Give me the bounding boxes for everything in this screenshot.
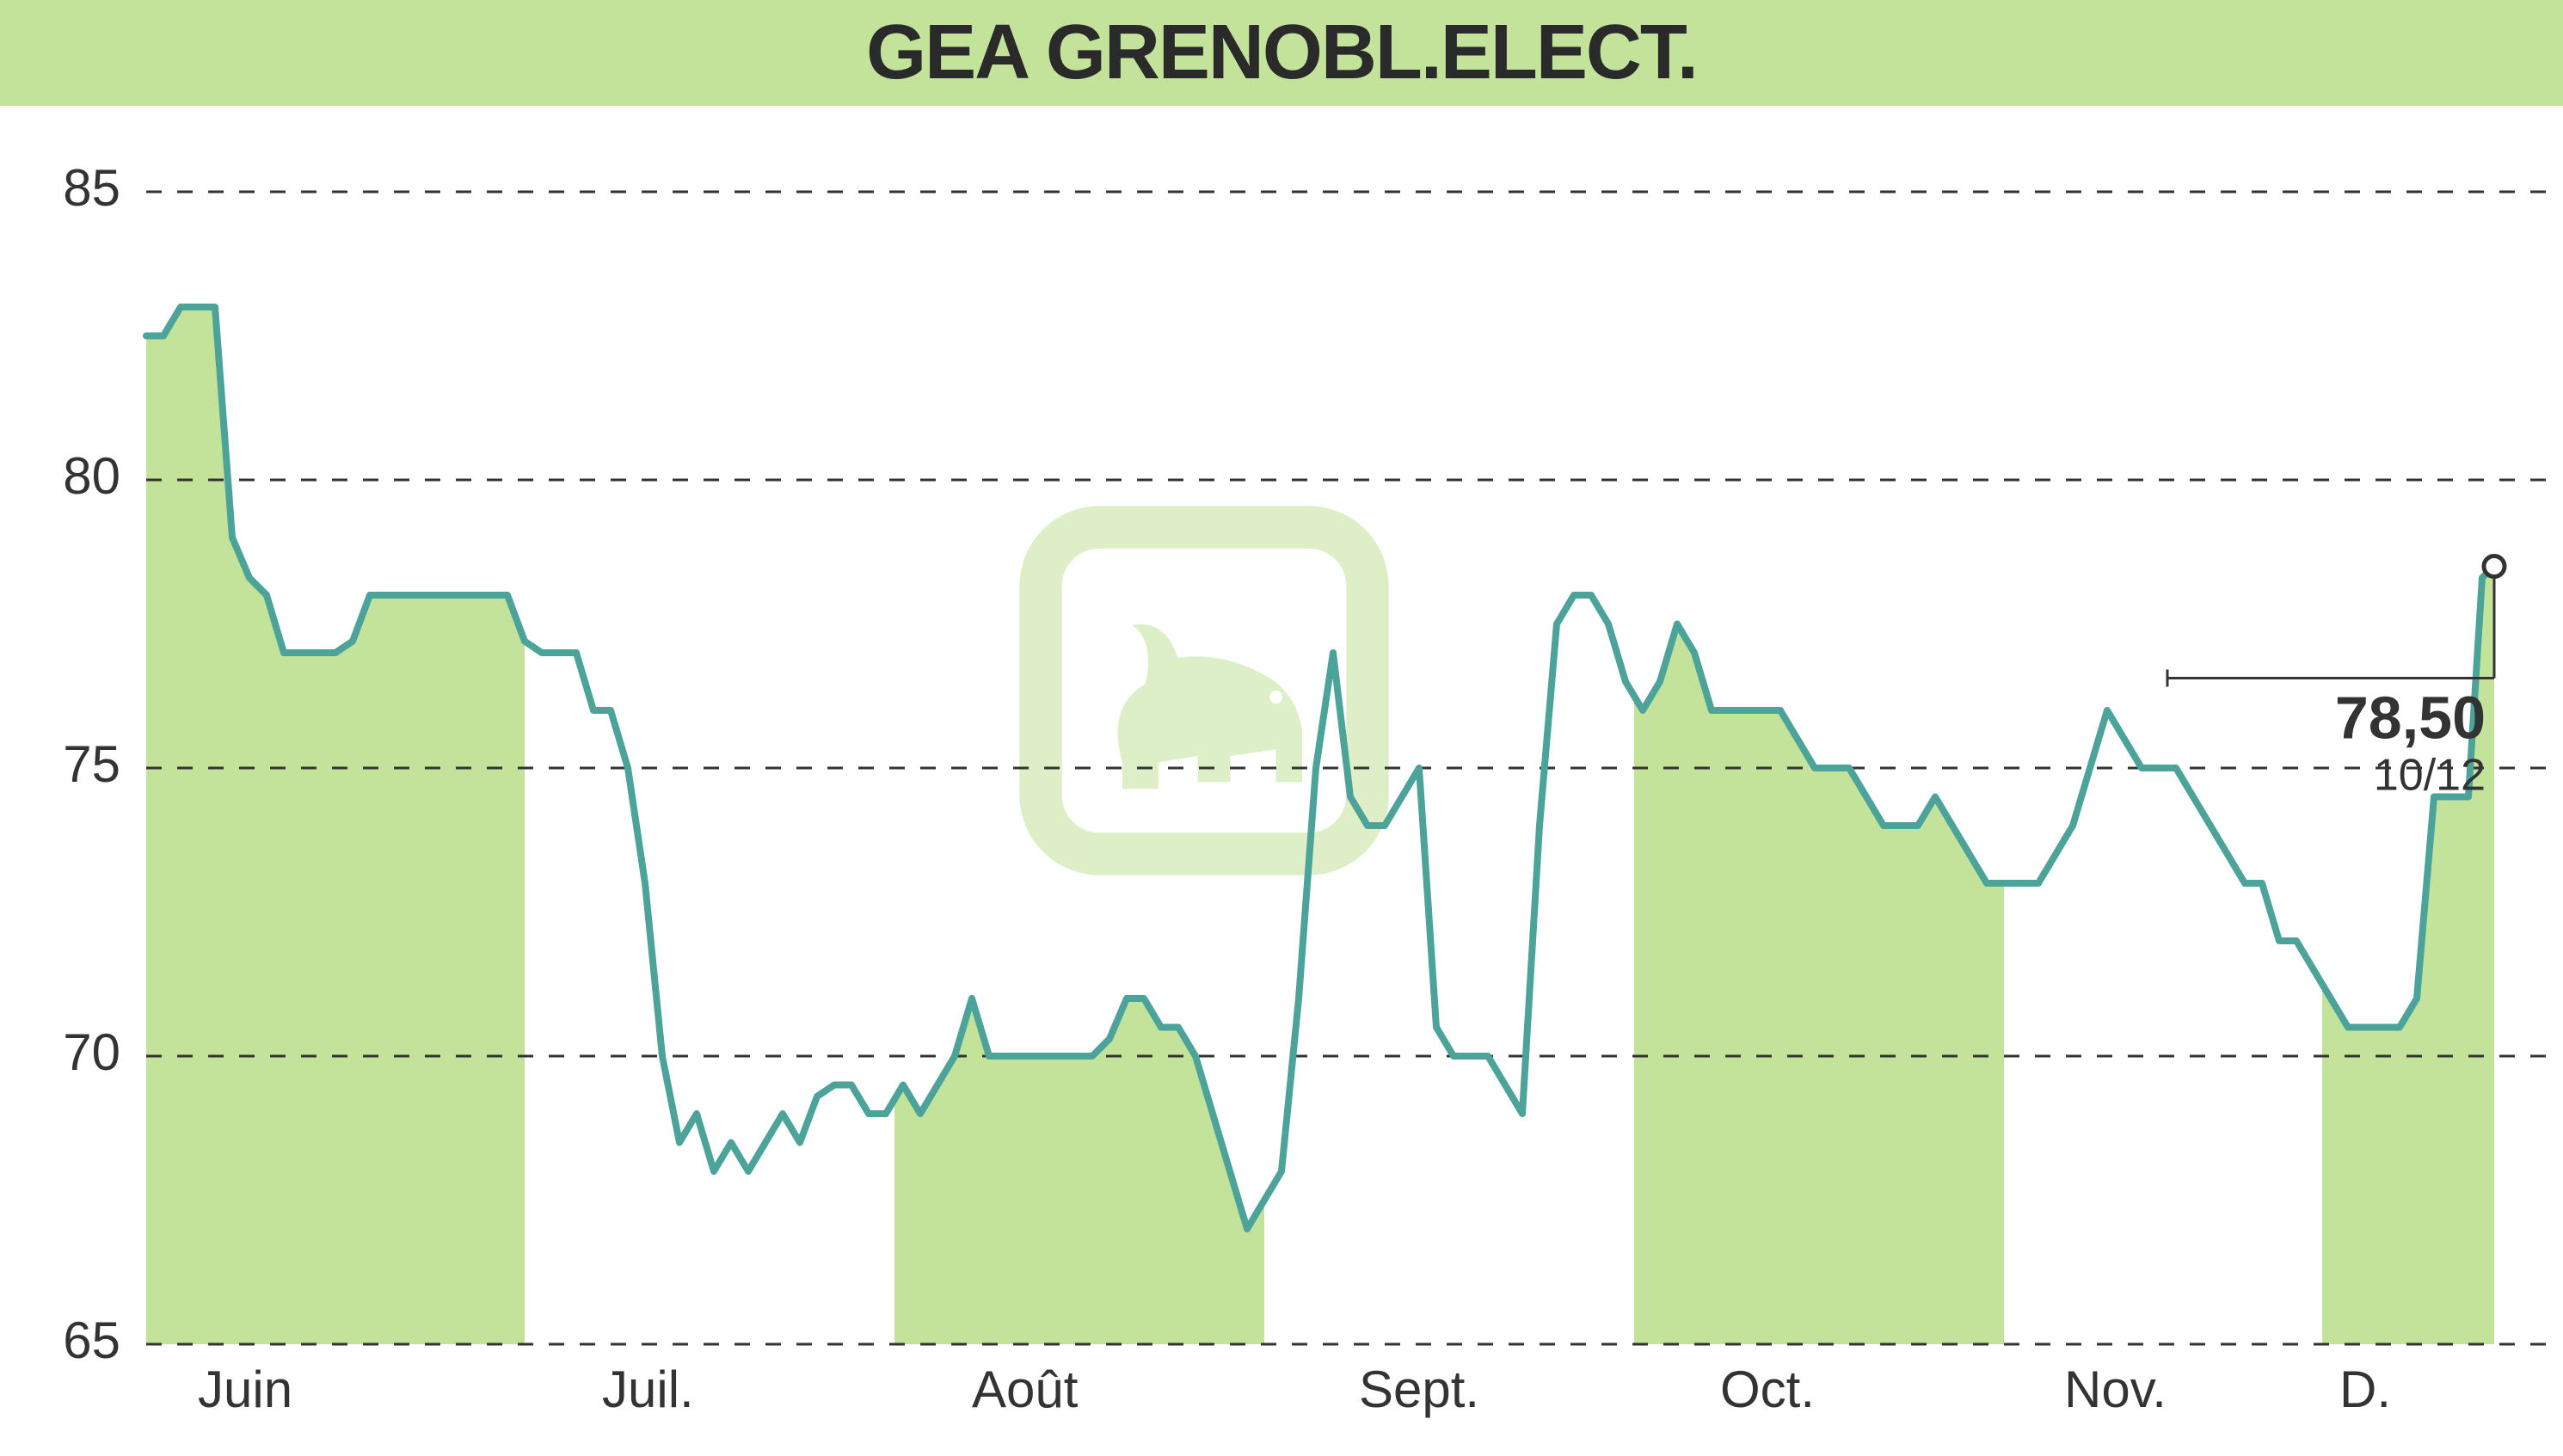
- chart-title: GEA GRENOBL.ELECT.: [0, 9, 2563, 97]
- x-tick-label: D.: [2339, 1361, 2391, 1418]
- last-point-marker: [2484, 556, 2505, 577]
- chart-container: 65 70 75 80 85 78,5010/12 Juin Juil. Août Sept. Oc…: [0, 106, 2563, 1441]
- x-tick-label: Juil.: [602, 1361, 694, 1418]
- y-tick-label: 85: [63, 159, 120, 217]
- y-tick-label: 65: [63, 1312, 120, 1369]
- x-tick-label: Août: [972, 1361, 1079, 1418]
- y-tick-label: 70: [63, 1023, 120, 1081]
- y-tick-label: 75: [63, 735, 120, 793]
- stock-chart: 65 70 75 80 85 78,5010/12 Juin Juil. Août Sept. Oc…: [0, 106, 2563, 1441]
- y-tick-label: 80: [63, 447, 120, 505]
- title-bar: GEA GRENOBL.ELECT.: [0, 0, 2563, 106]
- x-tick-label: Nov.: [2064, 1361, 2167, 1418]
- last-value-label: 78,50: [2335, 685, 2486, 752]
- last-date-label: 10/12: [2374, 751, 2486, 801]
- x-tick-label: Sept.: [1359, 1361, 1479, 1418]
- x-tick-label: Juin: [198, 1361, 292, 1418]
- x-tick-label: Oct.: [1720, 1361, 1815, 1418]
